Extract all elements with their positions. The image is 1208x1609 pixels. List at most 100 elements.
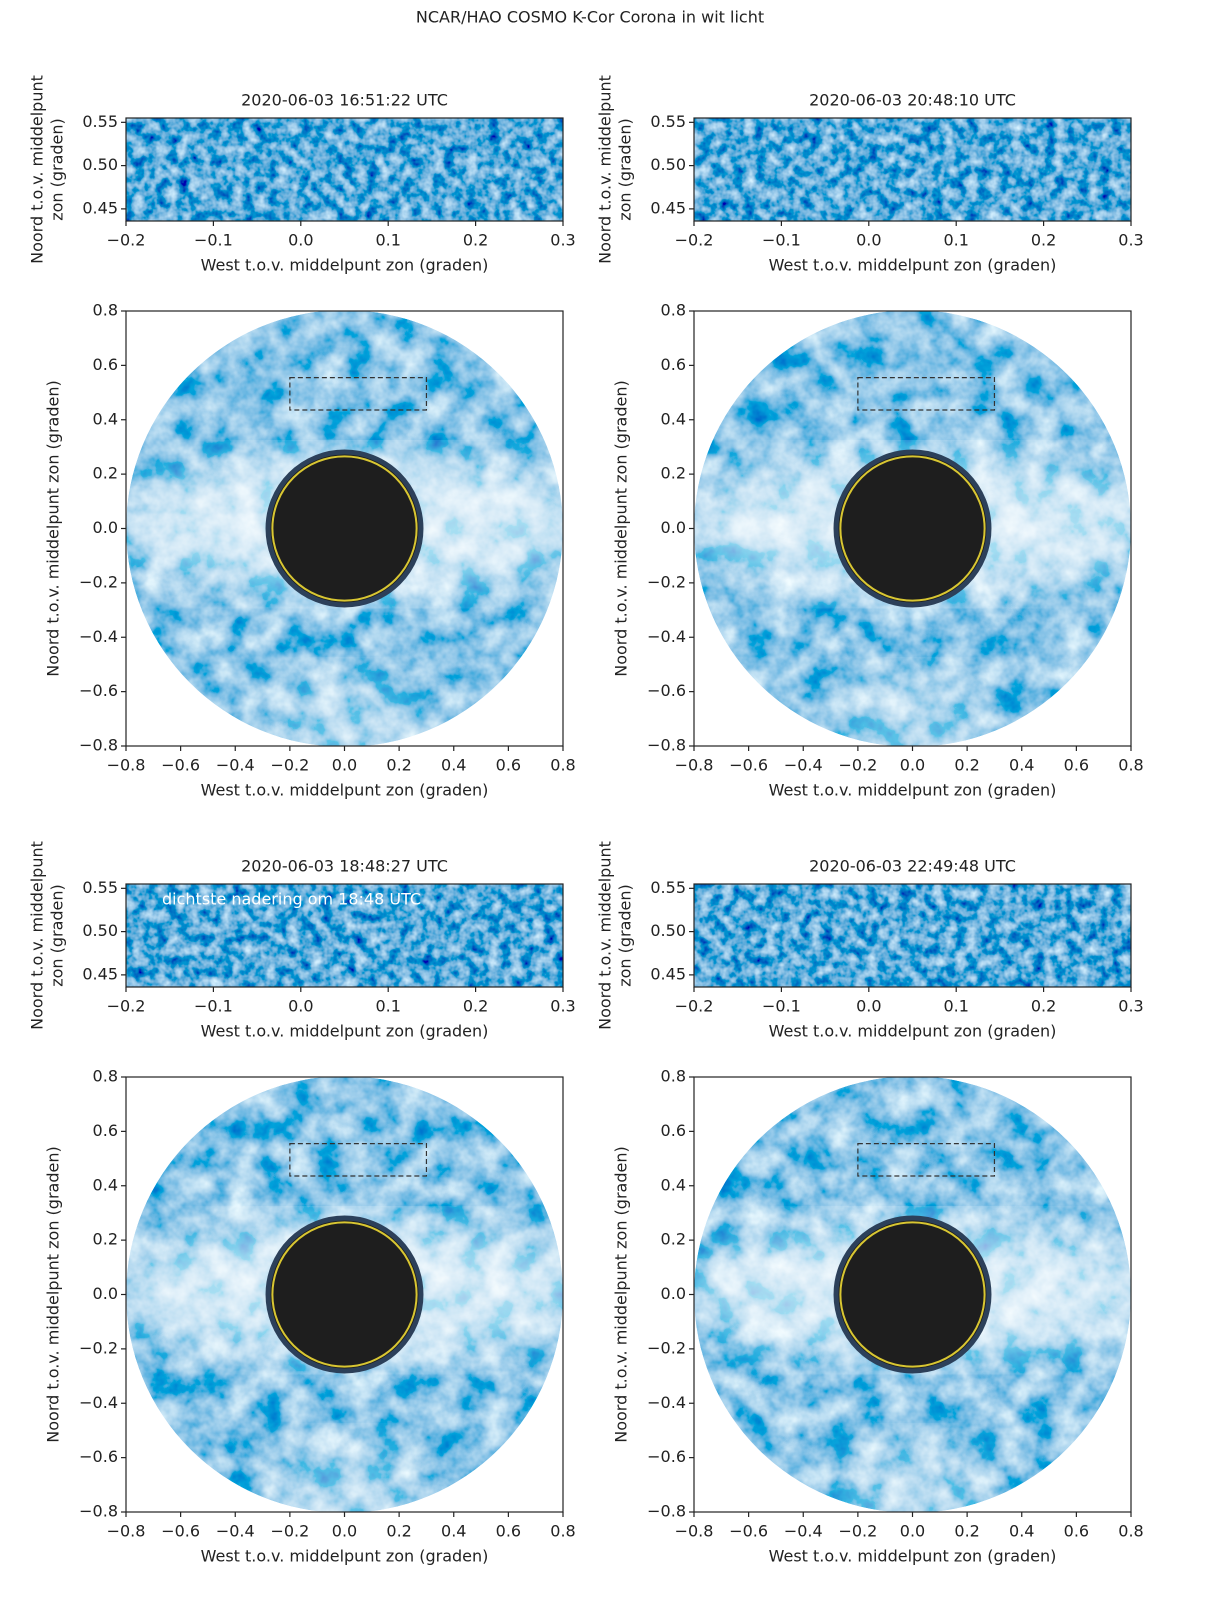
x-tick-label: 0.1 bbox=[375, 231, 400, 250]
y-tick-label: 0.55 bbox=[82, 112, 118, 131]
x-tick-label: 0.8 bbox=[550, 756, 575, 775]
panel-title: 2020-06-03 20:48:10 UTC bbox=[809, 91, 1016, 110]
y-tick-label: −0.8 bbox=[647, 1502, 686, 1521]
y-tick-label: 0.4 bbox=[661, 1175, 686, 1194]
y-tick-label: 0.4 bbox=[93, 1175, 118, 1194]
x-tick-label: 0.0 bbox=[856, 231, 881, 250]
y-axis-label: Noord t.o.v. middelpunt bbox=[28, 75, 47, 264]
panel-title: 2020-06-03 18:48:27 UTC bbox=[241, 857, 448, 876]
x-tick-label: 0.4 bbox=[1009, 756, 1034, 775]
x-axis-label: West t.o.v. middelpunt zon (graden) bbox=[201, 781, 489, 800]
y-tick-label: 0.0 bbox=[93, 518, 118, 537]
image-layer bbox=[115, 310, 596, 802]
y-axis-label: Noord t.o.v. middelpunt zon (graden) bbox=[44, 380, 63, 676]
y-tick-label: −0.6 bbox=[647, 1447, 686, 1466]
y-tick-label: 0.45 bbox=[82, 198, 118, 217]
y-tick-label: −0.8 bbox=[647, 736, 686, 755]
y-tick-label: 0.0 bbox=[93, 1284, 118, 1303]
y-tick-label: −0.4 bbox=[79, 1393, 118, 1412]
x-tick-label: 0.6 bbox=[496, 1522, 521, 1541]
x-tick-label: 0.3 bbox=[550, 997, 575, 1016]
x-tick-label: 0.8 bbox=[550, 1522, 575, 1541]
occulter bbox=[268, 452, 421, 605]
x-tick-label: 0.0 bbox=[288, 997, 313, 1016]
x-axis-label: West t.o.v. middelpunt zon (graden) bbox=[769, 256, 1057, 275]
x-tick-label: 0.6 bbox=[496, 756, 521, 775]
y-axis-label: zon (graden) bbox=[616, 118, 635, 221]
x-tick-label: −0.2 bbox=[107, 997, 146, 1016]
x-tick-label: −0.2 bbox=[838, 756, 877, 775]
y-tick-label: 0.6 bbox=[661, 355, 686, 374]
x-tick-label: −0.4 bbox=[784, 1522, 823, 1541]
y-tick-label: 0.45 bbox=[650, 198, 686, 217]
y-tick-label: 0.8 bbox=[661, 1067, 686, 1086]
y-axis-label: Noord t.o.v. middelpunt bbox=[28, 841, 47, 1030]
x-tick-label: 0.4 bbox=[441, 1522, 466, 1541]
x-tick-label: −0.1 bbox=[762, 231, 801, 250]
y-axis-label: zon (graden) bbox=[616, 884, 635, 987]
x-axis-label: West t.o.v. middelpunt zon (graden) bbox=[201, 1547, 489, 1566]
x-tick-label: −0.8 bbox=[107, 1522, 146, 1541]
x-tick-label: 0.1 bbox=[375, 997, 400, 1016]
x-tick-label: −0.2 bbox=[270, 1522, 309, 1541]
y-tick-label: −0.8 bbox=[79, 736, 118, 755]
corona-strip-image bbox=[694, 118, 1131, 221]
y-tick-label: 0.2 bbox=[661, 464, 686, 483]
y-tick-label: 0.55 bbox=[82, 878, 118, 897]
y-tick-label: −0.6 bbox=[79, 681, 118, 700]
x-axis-label: West t.o.v. middelpunt zon (graden) bbox=[201, 1022, 489, 1041]
x-tick-label: −0.6 bbox=[729, 756, 768, 775]
x-tick-label: −0.6 bbox=[161, 1522, 200, 1541]
y-tick-label: 0.2 bbox=[661, 1230, 686, 1249]
x-tick-label: 0.2 bbox=[954, 756, 979, 775]
x-tick-label: 0.0 bbox=[900, 1522, 925, 1541]
occulter bbox=[836, 1218, 989, 1371]
x-tick-label: 0.8 bbox=[1118, 1522, 1143, 1541]
x-tick-label: −0.1 bbox=[194, 231, 233, 250]
x-tick-label: 0.3 bbox=[550, 231, 575, 250]
x-tick-label: −0.4 bbox=[216, 756, 255, 775]
y-tick-label: −0.2 bbox=[79, 572, 118, 591]
x-axis-label: West t.o.v. middelpunt zon (graden) bbox=[769, 781, 1057, 800]
y-tick-label: −0.6 bbox=[647, 681, 686, 700]
x-tick-label: −0.2 bbox=[675, 231, 714, 250]
y-tick-label: 0.45 bbox=[82, 964, 118, 983]
y-axis-label: zon (graden) bbox=[48, 118, 67, 221]
occulter bbox=[836, 452, 989, 605]
x-tick-label: 0.2 bbox=[463, 231, 488, 250]
x-tick-label: −0.8 bbox=[675, 756, 714, 775]
x-axis-label: West t.o.v. middelpunt zon (graden) bbox=[201, 256, 489, 275]
y-tick-label: 0.55 bbox=[650, 112, 686, 131]
occulter bbox=[268, 1218, 421, 1371]
x-tick-label: −0.2 bbox=[270, 756, 309, 775]
x-tick-label: 0.2 bbox=[1031, 997, 1056, 1016]
corona-strip-image bbox=[694, 884, 1131, 987]
image-layer bbox=[115, 1076, 596, 1568]
y-tick-label: 0.2 bbox=[93, 1230, 118, 1249]
x-tick-label: 0.1 bbox=[943, 231, 968, 250]
image-layer bbox=[683, 1076, 1164, 1568]
y-axis-label: Noord t.o.v. middelpunt bbox=[596, 841, 615, 1030]
y-tick-label: 0.50 bbox=[82, 921, 118, 940]
x-tick-label: 0.2 bbox=[1031, 231, 1056, 250]
x-tick-label: 0.4 bbox=[1009, 1522, 1034, 1541]
image-layer bbox=[694, 884, 1131, 987]
x-tick-label: −0.4 bbox=[784, 756, 823, 775]
y-axis-label: Noord t.o.v. middelpunt zon (graden) bbox=[612, 380, 631, 676]
y-tick-label: 0.8 bbox=[661, 301, 686, 320]
y-tick-label: −0.4 bbox=[79, 627, 118, 646]
x-tick-label: 0.6 bbox=[1064, 756, 1089, 775]
y-tick-label: −0.2 bbox=[647, 1338, 686, 1357]
y-tick-label: 0.6 bbox=[93, 355, 118, 374]
figure: NCAR/HAO COSMO K-Cor Corona in wit licht… bbox=[0, 0, 1208, 1609]
x-tick-label: 0.2 bbox=[463, 997, 488, 1016]
annotation: dichtste nadering om 18:48 UTC bbox=[162, 890, 421, 909]
y-axis-label: Noord t.o.v. middelpunt bbox=[596, 75, 615, 264]
y-tick-label: −0.6 bbox=[79, 1447, 118, 1466]
x-tick-label: −0.2 bbox=[675, 997, 714, 1016]
y-tick-label: 0.50 bbox=[650, 921, 686, 940]
y-tick-label: −0.2 bbox=[647, 572, 686, 591]
x-axis-label: West t.o.v. middelpunt zon (graden) bbox=[769, 1547, 1057, 1566]
x-axis-label: West t.o.v. middelpunt zon (graden) bbox=[769, 1022, 1057, 1041]
x-tick-label: 0.6 bbox=[1064, 1522, 1089, 1541]
